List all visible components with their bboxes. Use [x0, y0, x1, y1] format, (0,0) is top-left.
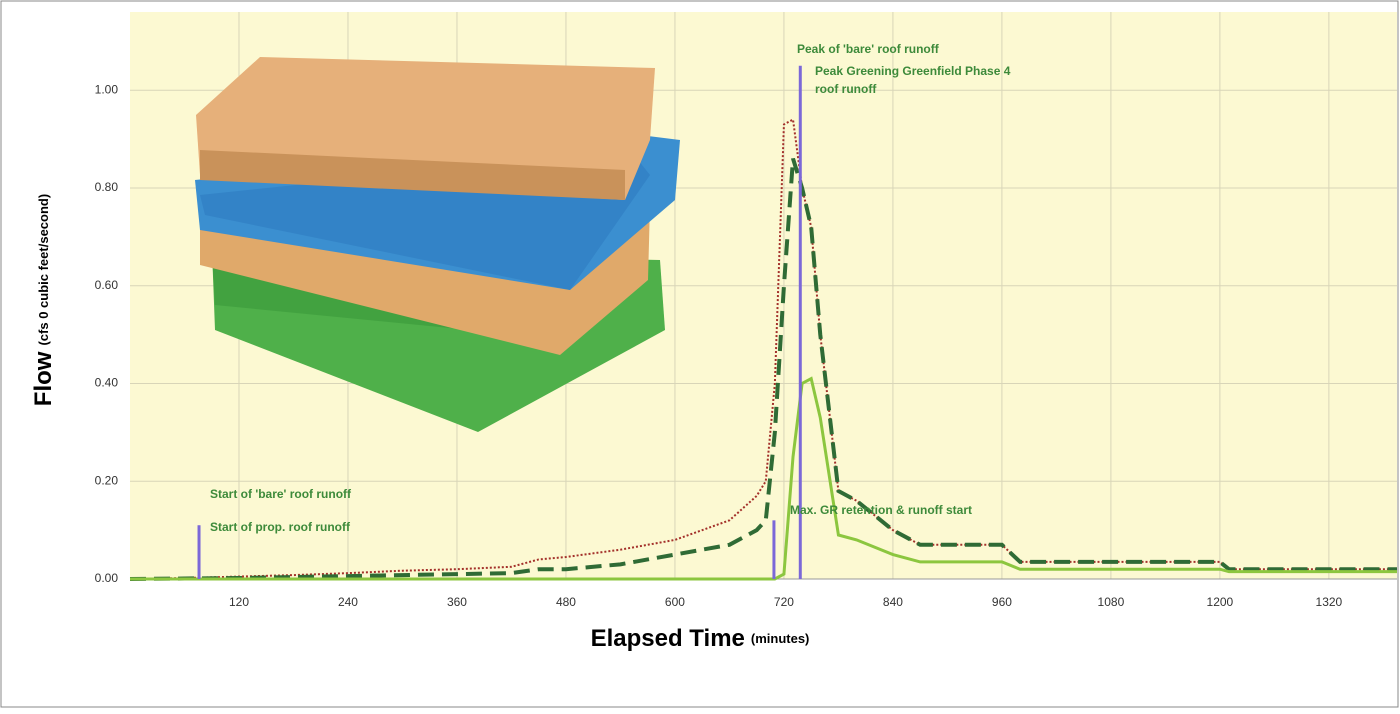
x-tick-label: 1080	[1098, 595, 1125, 609]
x-tick-label: 600	[665, 595, 685, 609]
y-tick-label: 0.80	[95, 180, 119, 194]
x-tick-label: 360	[447, 595, 467, 609]
y-label: Flow	[30, 351, 57, 406]
y-tick-label: 0.40	[95, 376, 119, 390]
y-axis-title: Flow (cfs 0 cubic feet/second)	[30, 194, 57, 406]
x-tick-label: 480	[556, 595, 576, 609]
x-tick-label: 1320	[1316, 595, 1343, 609]
annotation: Peak of 'bare' roof runoff	[797, 42, 940, 56]
annotation: roof runoff	[815, 82, 877, 96]
y-tick-label: 0.20	[95, 473, 119, 487]
x-tick-label: 840	[883, 595, 903, 609]
y-tick-label: 0.60	[95, 278, 119, 292]
series-line	[129, 158, 1397, 581]
annotation: Max. GR retention & runoff start	[790, 503, 972, 517]
x-tick-label: 960	[992, 595, 1012, 609]
annotation: Start of prop. roof runoff	[210, 520, 351, 534]
x-tick-label: 1200	[1207, 595, 1234, 609]
annotation: Peak Greening Greenfield Phase 4	[815, 64, 1011, 78]
x-tick-label: 240	[338, 595, 358, 609]
x-axis-title: Elapsed Time (minutes)	[591, 625, 810, 652]
y-tick-label: 0.00	[95, 571, 119, 585]
y-label-unit: (cfs 0 cubic feet/second)	[36, 194, 51, 346]
x-label: Elapsed Time	[591, 625, 745, 652]
y-tick-label: 1.00	[95, 82, 119, 96]
x-tick-label: 720	[774, 595, 794, 609]
x-tick-label: 120	[229, 595, 249, 609]
x-label-unit: (minutes)	[751, 631, 810, 646]
sponge-image	[195, 57, 680, 432]
annotation: Start of 'bare' roof runoff	[210, 487, 352, 501]
